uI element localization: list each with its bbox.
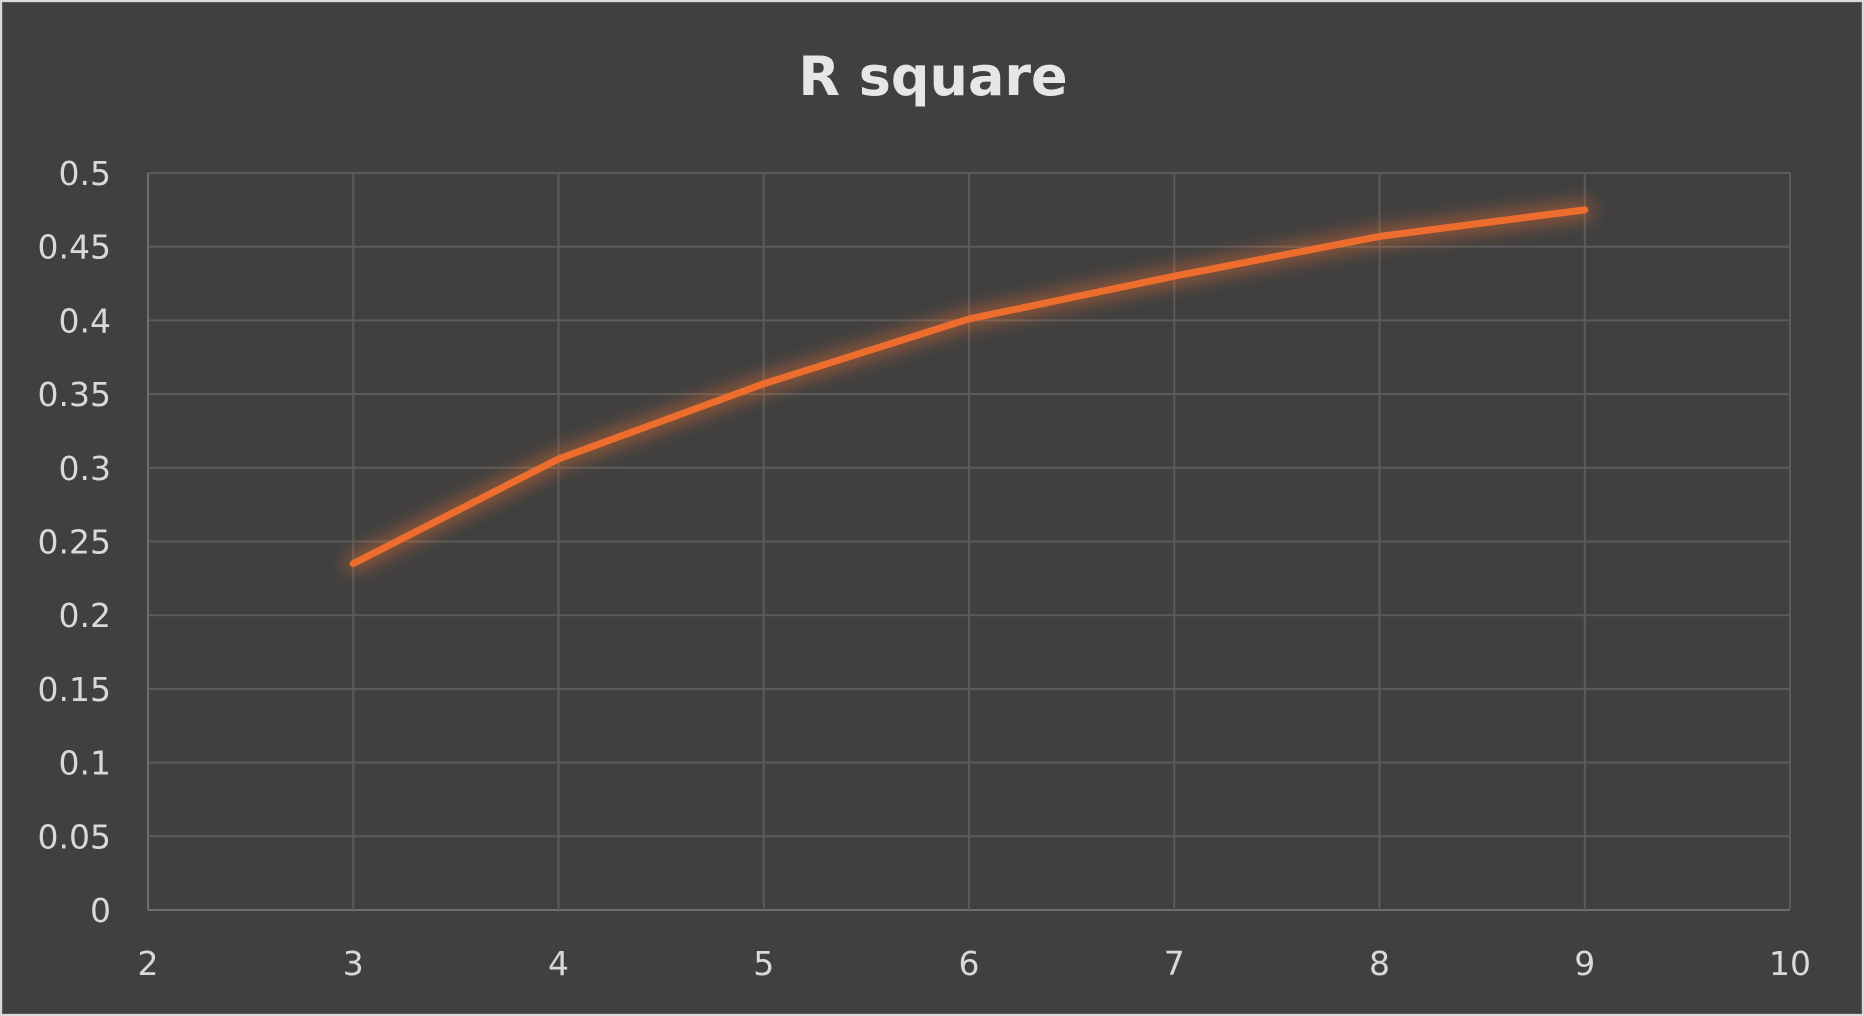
x-tick-label: 3 (343, 944, 364, 983)
y-axis-ticks: 0 0.05 0.1 0.15 0.2 0.25 0.3 0.35 0.4 0.45 0.5 (38, 154, 111, 930)
y-tick-label: 0.2 (59, 596, 111, 635)
y-tick-label: 0.25 (38, 523, 111, 562)
y-tick-label: 0.5 (59, 154, 111, 193)
x-tick-label: 10 (1769, 944, 1811, 983)
gridlines (147, 172, 1791, 911)
x-tick-label: 7 (1164, 944, 1185, 983)
x-tick-label: 6 (959, 944, 980, 983)
y-tick-label: 0.3 (59, 449, 111, 488)
series-line (349, 206, 1589, 568)
y-tick-label: 0.45 (38, 228, 111, 267)
y-tick-label: 0.1 (59, 744, 111, 783)
y-tick-label: 0.15 (38, 670, 111, 709)
y-tick-label: 0.05 (38, 817, 111, 856)
x-axis-ticks: 2 3 4 5 6 7 8 9 10 (138, 944, 1812, 983)
chart-title: R square (798, 45, 1067, 108)
x-tick-label: 2 (138, 944, 159, 983)
x-tick-label: 8 (1369, 944, 1390, 983)
y-tick-label: 0.4 (59, 301, 111, 340)
series-layer (345, 201, 1593, 572)
x-tick-label: 4 (548, 944, 569, 983)
x-tick-label: 5 (753, 944, 774, 983)
line-chart: R square 0 0.05 0.1 0.15 0.2 0.25 0.3 0.35 0.4 0.… (38, 45, 1812, 983)
y-tick-label: 0.35 (38, 375, 111, 414)
y-tick-label: 0 (90, 891, 111, 930)
x-tick-label: 9 (1574, 944, 1595, 983)
